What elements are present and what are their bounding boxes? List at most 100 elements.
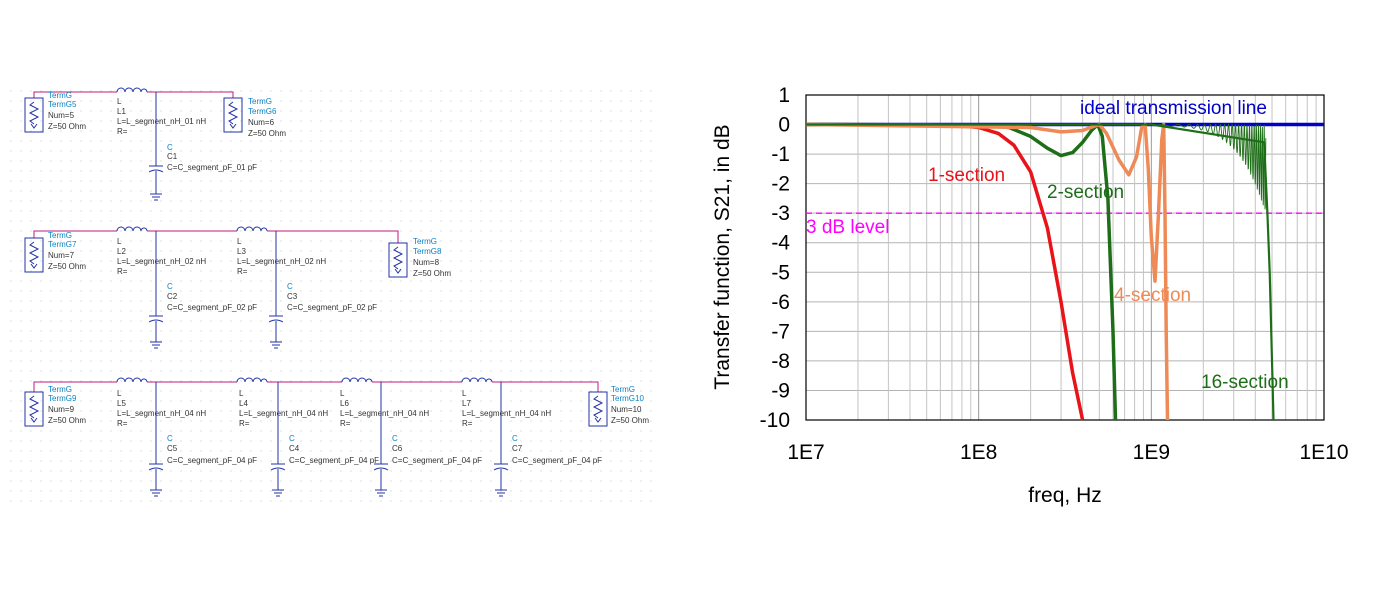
y-tick-label: -2 (771, 173, 790, 196)
inductor-type-label: L (237, 237, 242, 246)
inductor-r-label: R= (340, 419, 351, 428)
ground-icon (495, 489, 507, 497)
inductor-icon[interactable] (341, 377, 373, 383)
term-num-label: Num=7 (48, 251, 75, 260)
x-tick-label: 1E7 (787, 441, 824, 464)
wire (492, 381, 599, 392)
inductor-r-label: R= (117, 127, 128, 136)
annotation-3db: 3 dB level (806, 217, 889, 238)
capacitor-name-label: C2 (167, 292, 178, 301)
inductor-type-label: L (117, 389, 122, 398)
y-tick-label: -1 (771, 143, 790, 166)
wire (33, 91, 117, 98)
termg-icon[interactable] (588, 391, 608, 427)
term-impedance-label: Z=50 Ohm (248, 129, 286, 138)
termg-icon[interactable] (24, 97, 44, 133)
capacitor-name-label: C6 (392, 444, 403, 453)
inductor-icon[interactable] (236, 377, 268, 383)
annotation-4-section: 4-section (1114, 285, 1191, 306)
inductor-value-label: L=L_segment_nH_04 nH (462, 409, 551, 418)
term-name-label: TermG10 (611, 394, 644, 403)
series-16-section-ripple (1158, 123, 1267, 210)
inductor-type-label: L (340, 389, 345, 398)
ground-icon (375, 489, 387, 497)
inductor-r-label: R= (117, 419, 128, 428)
capacitor-value-label: C=C_segment_pF_04 pF (289, 456, 379, 465)
capacitor-icon[interactable] (148, 315, 164, 342)
ground-icon (150, 341, 162, 349)
ground-icon (150, 193, 162, 201)
plot-area-frame (805, 94, 1325, 421)
chart-series (805, 122, 1324, 421)
capacitor-icon[interactable] (148, 463, 164, 490)
ground-icon (270, 341, 282, 349)
ground-icon (150, 489, 162, 497)
term-impedance-label: Z=50 Ohm (48, 262, 86, 271)
term-name-label: TermG6 (248, 107, 277, 116)
term-name-label: TermG9 (48, 394, 77, 403)
y-tick-label: 1 (778, 84, 790, 107)
term-type-label: TermG (611, 385, 635, 394)
inductor-r-label: R= (237, 267, 248, 276)
capacitor-type-label: C (167, 434, 173, 443)
inductor-name-label: L2 (117, 247, 126, 256)
term-impedance-label: Z=50 Ohm (413, 269, 451, 278)
capacitor-name-label: C4 (289, 444, 300, 453)
inductor-icon[interactable] (116, 377, 148, 383)
termg-icon[interactable] (388, 242, 408, 278)
annotation-1-section: 1-section (928, 165, 1005, 186)
y-tick-label: -7 (771, 320, 790, 343)
term-impedance-label: Z=50 Ohm (48, 416, 86, 425)
capacitor-type-label: C (167, 282, 173, 291)
term-num-label: Num=8 (413, 258, 440, 267)
termg-icon[interactable] (24, 391, 44, 427)
inductor-name-label: L3 (237, 247, 246, 256)
inductor-icon[interactable] (116, 226, 148, 232)
y-tick-label: -8 (771, 350, 790, 373)
termg-icon[interactable] (24, 237, 44, 273)
capacitor-value-label: C=C_segment_pF_01 pF (167, 163, 257, 172)
grid-background (10, 85, 660, 510)
inductor-icon[interactable] (461, 377, 493, 383)
capacitor-type-label: C (392, 434, 398, 443)
capacitor-icon[interactable] (373, 463, 389, 490)
term-name-label: TermG5 (48, 100, 77, 109)
schematic-canvas: TermG TermG5 Num=5 Z=50 Ohm TermG TermG6… (10, 85, 660, 510)
inductor-name-label: L1 (117, 107, 126, 116)
term-type-label: TermG (48, 231, 72, 240)
capacitor-icon[interactable] (268, 315, 284, 342)
term-num-label: Num=5 (48, 111, 75, 120)
inductor-value-label: L=L_segment_nH_02 nH (237, 257, 326, 266)
capacitor-value-label: C=C_segment_pF_04 pF (512, 456, 602, 465)
capacitor-name-label: C3 (287, 292, 298, 301)
x-tick-label: 1E8 (960, 441, 997, 464)
y-tick-label: -5 (771, 261, 790, 284)
x-tick-label: 1E10 (1299, 441, 1348, 464)
capacitor-icon[interactable] (493, 463, 509, 490)
inductor-value-label: L=L_segment_nH_04 nH (340, 409, 429, 418)
capacitor-value-label: C=C_segment_pF_02 pF (287, 303, 377, 312)
annotation-ideal: ideal transmission line (1080, 98, 1267, 119)
tick-labels: 1E7 1E8 1E9 1E10 1 0 -1 -2 -3 -4 -5 -6 -7 -8 -9 -10 (760, 84, 1349, 464)
capacitor-value-label: C=C_segment_pF_04 pF (392, 456, 482, 465)
inductor-r-label: R= (117, 267, 128, 276)
series-16-section (806, 123, 1275, 421)
inductor-type-label: L (117, 97, 122, 106)
capacitor-type-label: C (287, 282, 293, 291)
inductor-r-label: R= (239, 419, 250, 428)
inductor-value-label: L=L_segment_nH_04 nH (117, 409, 206, 418)
termg-icon[interactable] (223, 97, 243, 133)
capacitor-icon[interactable] (270, 463, 286, 490)
y-tick-label: -4 (771, 232, 790, 255)
term-num-label: Num=10 (611, 405, 642, 414)
inductor-icon[interactable] (116, 87, 148, 93)
term-impedance-label: Z=50 Ohm (611, 416, 649, 425)
inductor-icon[interactable] (236, 226, 268, 232)
capacitor-icon[interactable] (148, 165, 164, 194)
x-axis-label: freq, Hz (1028, 484, 1102, 507)
capacitor-type-label: C (167, 143, 173, 152)
inductor-type-label: L (462, 389, 467, 398)
y-axis-label: Transfer function, S21, in dB (711, 124, 734, 389)
term-type-label: TermG (248, 97, 272, 106)
circuit-2: TermG TermG7 Num=7 Z=50 Ohm TermG TermG8… (24, 226, 451, 349)
